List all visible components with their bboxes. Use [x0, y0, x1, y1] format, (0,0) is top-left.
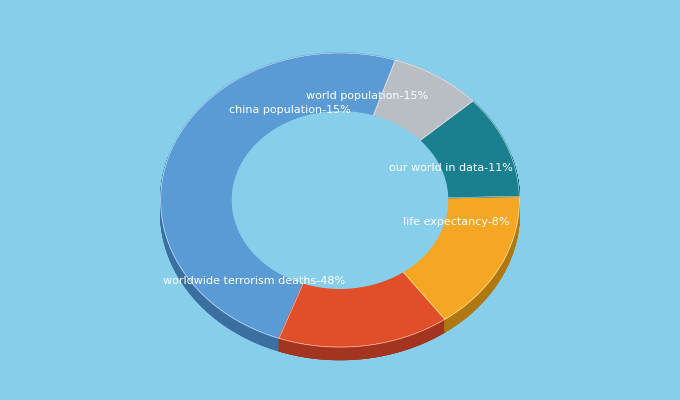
Text: life expectancy-8%: life expectancy-8% — [403, 216, 510, 226]
Polygon shape — [201, 293, 202, 306]
Polygon shape — [224, 312, 226, 326]
Polygon shape — [255, 330, 257, 343]
Polygon shape — [279, 284, 445, 360]
Polygon shape — [177, 262, 178, 276]
Polygon shape — [279, 272, 445, 347]
Polygon shape — [254, 329, 255, 342]
Text: worldwide terrorism deaths-48%: worldwide terrorism deaths-48% — [163, 276, 345, 286]
Polygon shape — [189, 279, 190, 293]
Polygon shape — [184, 273, 185, 286]
Polygon shape — [275, 337, 277, 350]
Polygon shape — [173, 255, 174, 269]
Polygon shape — [262, 332, 264, 346]
Polygon shape — [267, 334, 269, 348]
Polygon shape — [236, 320, 238, 333]
Polygon shape — [179, 264, 180, 278]
Polygon shape — [190, 280, 191, 294]
Polygon shape — [252, 328, 254, 341]
Polygon shape — [277, 338, 279, 351]
Polygon shape — [248, 326, 249, 339]
Polygon shape — [188, 278, 189, 292]
Polygon shape — [202, 294, 203, 308]
Polygon shape — [238, 321, 239, 334]
Polygon shape — [203, 295, 205, 309]
Polygon shape — [420, 101, 520, 198]
Polygon shape — [218, 307, 219, 321]
Polygon shape — [232, 317, 233, 331]
Polygon shape — [186, 275, 187, 289]
Polygon shape — [211, 302, 212, 316]
Polygon shape — [191, 282, 192, 296]
Polygon shape — [207, 299, 208, 312]
Polygon shape — [269, 335, 271, 348]
Polygon shape — [182, 270, 183, 284]
Polygon shape — [235, 319, 236, 332]
Polygon shape — [233, 112, 447, 288]
Polygon shape — [258, 331, 260, 344]
Polygon shape — [193, 284, 194, 298]
Polygon shape — [264, 333, 265, 346]
Polygon shape — [250, 327, 252, 341]
Polygon shape — [228, 315, 231, 329]
Text: china population-15%: china population-15% — [229, 105, 351, 115]
Polygon shape — [216, 306, 218, 320]
Polygon shape — [373, 60, 473, 141]
Polygon shape — [209, 301, 211, 314]
Polygon shape — [257, 330, 258, 344]
Polygon shape — [199, 290, 200, 304]
Polygon shape — [245, 325, 248, 338]
Polygon shape — [260, 332, 262, 345]
Polygon shape — [420, 114, 520, 210]
Polygon shape — [176, 259, 177, 273]
Polygon shape — [175, 258, 176, 272]
Polygon shape — [231, 316, 232, 330]
Polygon shape — [272, 336, 274, 349]
Polygon shape — [274, 337, 275, 350]
Polygon shape — [200, 292, 201, 305]
Polygon shape — [220, 310, 222, 323]
Polygon shape — [403, 209, 520, 332]
Polygon shape — [233, 318, 235, 332]
Polygon shape — [403, 196, 520, 319]
Polygon shape — [241, 322, 243, 336]
Polygon shape — [215, 305, 216, 319]
Polygon shape — [187, 277, 188, 290]
Polygon shape — [174, 256, 175, 270]
Polygon shape — [222, 310, 223, 324]
Polygon shape — [249, 326, 250, 340]
Polygon shape — [227, 314, 228, 328]
Polygon shape — [197, 289, 199, 303]
Polygon shape — [180, 266, 181, 280]
Polygon shape — [271, 336, 272, 349]
Polygon shape — [239, 322, 241, 335]
Polygon shape — [192, 283, 193, 297]
Text: our world in data-11%: our world in data-11% — [389, 163, 513, 173]
Polygon shape — [223, 312, 224, 325]
Polygon shape — [212, 303, 214, 317]
Polygon shape — [226, 314, 227, 327]
Polygon shape — [160, 53, 395, 338]
Polygon shape — [194, 286, 195, 299]
Polygon shape — [244, 324, 245, 338]
Polygon shape — [265, 334, 267, 347]
Polygon shape — [160, 66, 395, 351]
Polygon shape — [185, 274, 186, 288]
Polygon shape — [208, 300, 209, 314]
Polygon shape — [214, 304, 215, 318]
Polygon shape — [195, 287, 197, 300]
Polygon shape — [181, 267, 182, 281]
Polygon shape — [373, 73, 473, 153]
Polygon shape — [206, 298, 207, 311]
Polygon shape — [183, 271, 184, 285]
Polygon shape — [219, 308, 220, 322]
Polygon shape — [178, 263, 179, 277]
Text: world population-15%: world population-15% — [306, 91, 428, 101]
Polygon shape — [243, 323, 244, 337]
Polygon shape — [205, 296, 206, 310]
